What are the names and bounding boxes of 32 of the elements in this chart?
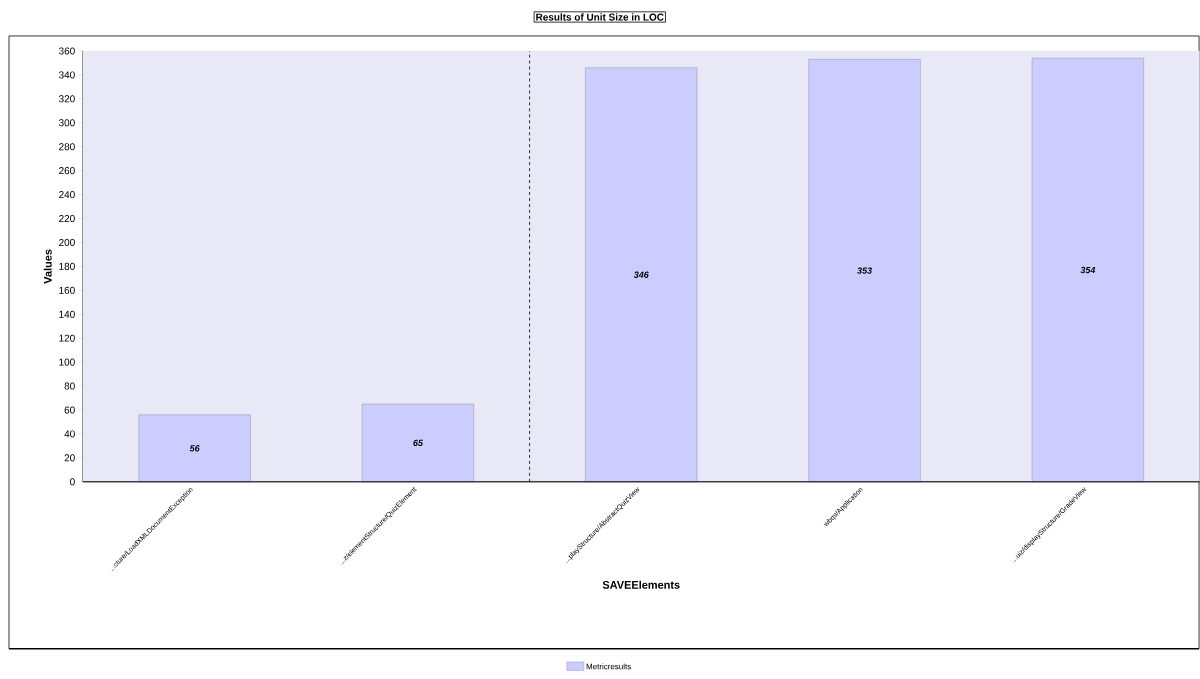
y-tick-label: 320 <box>58 95 75 103</box>
data-label: 56 <box>189 445 200 452</box>
data-label: 346 <box>633 271 649 279</box>
y-tick-label: 0 <box>70 478 75 486</box>
data-label: 353 <box>857 267 872 274</box>
y-tick-label: 120 <box>59 334 75 342</box>
y-tick-label: 160 <box>59 286 75 294</box>
y-tick-label: 300 <box>58 119 75 127</box>
y-tick-label: 140 <box>59 310 75 318</box>
chart-title: Results of Unit Size in LOC <box>536 13 664 21</box>
y-tick-label: 280 <box>59 143 75 151</box>
y-tick-label: 60 <box>64 406 75 414</box>
bar <box>808 59 921 483</box>
bar <box>361 403 474 483</box>
data-label: 65 <box>413 439 424 447</box>
y-tick-label: 260 <box>59 167 75 175</box>
bar <box>1031 58 1144 483</box>
y-tick-label: 340 <box>58 71 75 79</box>
y-tick-label: 200 <box>59 239 75 247</box>
bar <box>138 414 251 483</box>
y-axis-title: Values <box>43 249 52 284</box>
y-tick-label: 80 <box>64 382 75 390</box>
y-tick-label: 360 <box>58 47 75 55</box>
y-tick-label: 100 <box>59 358 75 366</box>
data-label: 354 <box>1080 266 1096 274</box>
y-tick-label: 40 <box>64 430 75 438</box>
x-axis-title: SAVEElements <box>602 580 680 589</box>
y-tick-label: 240 <box>59 191 75 199</box>
y-tick-label: 220 <box>59 215 75 223</box>
bar <box>585 67 698 483</box>
y-tick-label: 20 <box>64 454 75 462</box>
y-tick-label: 180 <box>59 262 75 271</box>
